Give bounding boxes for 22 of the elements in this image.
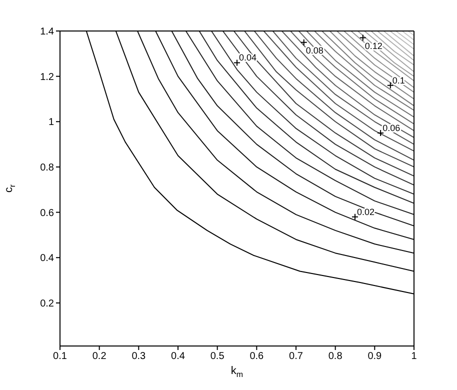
x-axis-title: k$_{m}$ xyxy=(230,365,244,379)
y-tick-label: 1 xyxy=(48,117,54,128)
x-tick-label: 0.9 xyxy=(368,351,382,362)
y-tick-label: 1.2 xyxy=(40,72,54,83)
y-tick-label: 0.8 xyxy=(40,162,54,174)
annotation: 0.12 xyxy=(364,40,382,51)
y-tick-label: 0.6 xyxy=(40,208,54,219)
x-tick-label: 0.1 xyxy=(53,351,68,362)
annotation: 0.1 xyxy=(392,75,405,86)
x-tick-label: 0.3 xyxy=(132,351,146,362)
x-tick-label: 0.6 xyxy=(250,351,264,362)
x-tick-label: 0.5 xyxy=(210,351,225,362)
x-tick-label: 1 xyxy=(411,351,418,362)
x-tick-label: 0.7 xyxy=(289,351,304,362)
x-tick-label: 0.4 xyxy=(171,351,186,362)
y-tick-label: 1.4 xyxy=(40,26,54,38)
y-tick-label: 0.2 xyxy=(40,298,54,310)
y-tick-label: 0.4 xyxy=(40,253,54,264)
line-series xyxy=(329,31,414,100)
x-tick-label: 0.2 xyxy=(92,351,107,362)
x-tick-label: 0.8 xyxy=(328,351,343,362)
annotation: 0.02 xyxy=(357,206,375,217)
